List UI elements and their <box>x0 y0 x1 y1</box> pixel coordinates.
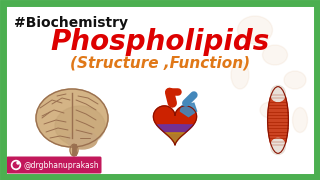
Circle shape <box>12 161 20 170</box>
Ellipse shape <box>262 45 287 65</box>
Ellipse shape <box>284 71 306 89</box>
Ellipse shape <box>260 102 280 118</box>
Ellipse shape <box>67 131 97 149</box>
Ellipse shape <box>271 86 285 102</box>
Ellipse shape <box>237 16 273 44</box>
Ellipse shape <box>231 61 249 89</box>
Ellipse shape <box>292 107 308 132</box>
Ellipse shape <box>70 144 78 156</box>
FancyBboxPatch shape <box>6 156 101 174</box>
Polygon shape <box>165 133 185 145</box>
Polygon shape <box>157 125 193 145</box>
Polygon shape <box>153 106 196 145</box>
Text: @drgbhanuprakash: @drgbhanuprakash <box>24 161 100 170</box>
Text: #Biochemistry: #Biochemistry <box>14 16 128 30</box>
Ellipse shape <box>268 87 288 153</box>
Polygon shape <box>180 103 196 117</box>
Ellipse shape <box>55 106 105 146</box>
Text: (Structure ,Function): (Structure ,Function) <box>70 56 250 71</box>
Text: Phospholipids: Phospholipids <box>50 28 270 56</box>
Ellipse shape <box>271 138 285 154</box>
Circle shape <box>17 162 19 164</box>
Circle shape <box>13 162 19 168</box>
Ellipse shape <box>36 89 108 147</box>
